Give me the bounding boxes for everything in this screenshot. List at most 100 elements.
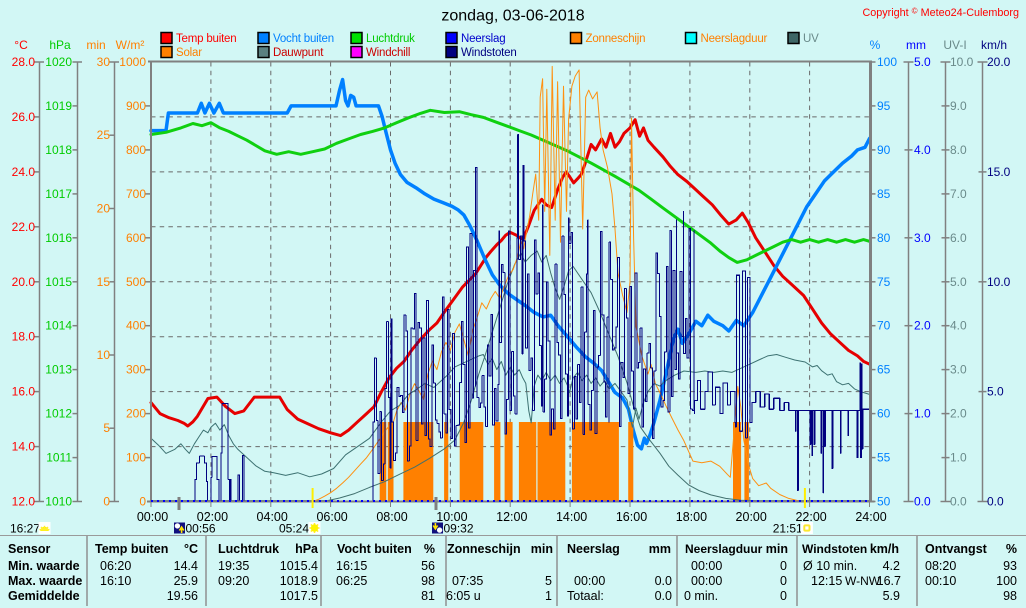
svg-text:Vocht buiten: Vocht buiten: [337, 542, 412, 556]
svg-text:6.0: 6.0: [950, 231, 967, 245]
svg-text:85: 85: [877, 187, 891, 201]
svg-text:1018: 1018: [45, 143, 72, 157]
svg-text:zondag, 03-06-2018: zondag, 03-06-2018: [441, 8, 584, 25]
svg-text:100: 100: [877, 55, 897, 69]
svg-text:°C: °C: [184, 542, 198, 556]
svg-text:1011: 1011: [46, 451, 72, 465]
svg-text:18.0: 18.0: [12, 330, 36, 344]
svg-text:0 min.: 0 min.: [684, 589, 718, 603]
svg-text:22.0: 22.0: [12, 220, 36, 234]
svg-text:900: 900: [126, 99, 146, 113]
svg-text:mm: mm: [906, 38, 926, 52]
svg-text:1: 1: [545, 589, 552, 603]
svg-text:300: 300: [126, 363, 146, 377]
svg-text:1014: 1014: [45, 319, 72, 333]
svg-text:500: 500: [126, 275, 146, 289]
svg-text:Max. waarde: Max. waarde: [8, 574, 82, 588]
svg-text:28.0: 28.0: [12, 55, 36, 69]
svg-text:Temp buiten: Temp buiten: [95, 542, 168, 556]
svg-text:0.0: 0.0: [987, 495, 1004, 509]
svg-text:Neerslagduur: Neerslagduur: [685, 542, 763, 556]
svg-text:8.0: 8.0: [950, 143, 967, 157]
svg-text:16.0: 16.0: [12, 385, 36, 399]
svg-text:min: min: [531, 542, 553, 556]
svg-text:20: 20: [97, 202, 111, 216]
svg-text:55: 55: [877, 451, 891, 465]
svg-text:20.0: 20.0: [987, 55, 1011, 69]
svg-text:Neerslagduur: Neerslagduur: [701, 33, 768, 45]
svg-text:Vocht buiten: Vocht buiten: [273, 33, 334, 45]
svg-text:1012: 1012: [45, 407, 72, 421]
svg-text:min: min: [766, 542, 788, 556]
svg-text:06:00: 06:00: [316, 510, 347, 524]
svg-text:1017.5: 1017.5: [280, 589, 318, 603]
svg-text:20.0: 20.0: [12, 275, 36, 289]
svg-text:26.0: 26.0: [12, 110, 36, 124]
svg-text:1015: 1015: [45, 275, 72, 289]
svg-text:km/h: km/h: [981, 38, 1007, 52]
svg-text:08:00: 08:00: [376, 510, 407, 524]
svg-text:10:00: 10:00: [436, 510, 467, 524]
svg-text:16:27: 16:27: [10, 522, 40, 536]
svg-text:98: 98: [1003, 589, 1017, 603]
svg-text:18:00: 18:00: [676, 510, 707, 524]
svg-text:14:00: 14:00: [556, 510, 587, 524]
svg-text:06:25: 06:25: [336, 574, 367, 588]
svg-text:9.0: 9.0: [950, 99, 967, 113]
svg-text:%: %: [1006, 542, 1017, 556]
svg-text:°C: °C: [14, 38, 28, 52]
svg-text:21:51: 21:51: [773, 522, 803, 536]
svg-text:Windstoten: Windstoten: [802, 542, 867, 556]
svg-text:600: 600: [126, 231, 146, 245]
svg-text:60: 60: [877, 407, 891, 421]
svg-text:1019: 1019: [45, 99, 72, 113]
svg-text:5.0: 5.0: [950, 275, 967, 289]
svg-text:hPa: hPa: [295, 542, 319, 556]
svg-text:1010: 1010: [45, 495, 72, 509]
svg-text:1013: 1013: [45, 363, 72, 377]
svg-text:0.0: 0.0: [914, 495, 931, 509]
svg-text:12.0: 12.0: [12, 495, 36, 509]
svg-text:24:00: 24:00: [855, 510, 886, 524]
svg-text:30: 30: [97, 55, 111, 69]
svg-text:5: 5: [545, 574, 552, 588]
svg-text:20:00: 20:00: [736, 510, 767, 524]
svg-text:W-NW: W-NW: [845, 574, 881, 588]
svg-text:0: 0: [780, 559, 787, 573]
svg-text:25: 25: [97, 128, 111, 142]
svg-text:Luchtdruk: Luchtdruk: [366, 33, 415, 45]
svg-text:1020: 1020: [45, 55, 72, 69]
svg-text:09:32: 09:32: [444, 522, 474, 536]
svg-text:12:15: 12:15: [811, 574, 842, 588]
svg-text:Ontvangst: Ontvangst: [925, 542, 988, 556]
svg-text:hPa: hPa: [49, 38, 71, 52]
svg-text:00:00: 00:00: [691, 574, 722, 588]
svg-text:1.0: 1.0: [914, 407, 931, 421]
svg-text:800: 800: [126, 143, 146, 157]
svg-text:3.0: 3.0: [950, 363, 967, 377]
svg-text:km/h: km/h: [870, 542, 899, 556]
svg-text:10.0: 10.0: [950, 55, 974, 69]
svg-text:25.9: 25.9: [174, 574, 198, 588]
svg-text:Neerslag: Neerslag: [461, 33, 505, 45]
svg-text:min: min: [86, 38, 105, 52]
svg-text:16:15: 16:15: [336, 559, 367, 573]
svg-text:Gemiddelde: Gemiddelde: [8, 589, 80, 603]
svg-text:Luchtdruk: Luchtdruk: [218, 542, 279, 556]
svg-text:0: 0: [780, 574, 787, 588]
svg-text:00:00: 00:00: [691, 559, 722, 573]
svg-text:1015.4: 1015.4: [280, 559, 318, 573]
svg-text:1016: 1016: [45, 231, 72, 245]
svg-text:100: 100: [126, 451, 146, 465]
svg-text:81: 81: [421, 589, 435, 603]
svg-text:Zonneschijn: Zonneschijn: [586, 33, 646, 45]
svg-text:00:56: 00:56: [186, 522, 216, 536]
svg-text:%: %: [424, 542, 435, 556]
svg-text:0: 0: [139, 495, 146, 509]
svg-text:W/m²: W/m²: [116, 38, 145, 52]
svg-text:UV-I: UV-I: [943, 38, 966, 52]
svg-text:16.7: 16.7: [877, 574, 901, 588]
svg-text:100: 100: [996, 574, 1017, 588]
svg-text:15.0: 15.0: [987, 165, 1011, 179]
svg-text:3.0: 3.0: [914, 231, 931, 245]
